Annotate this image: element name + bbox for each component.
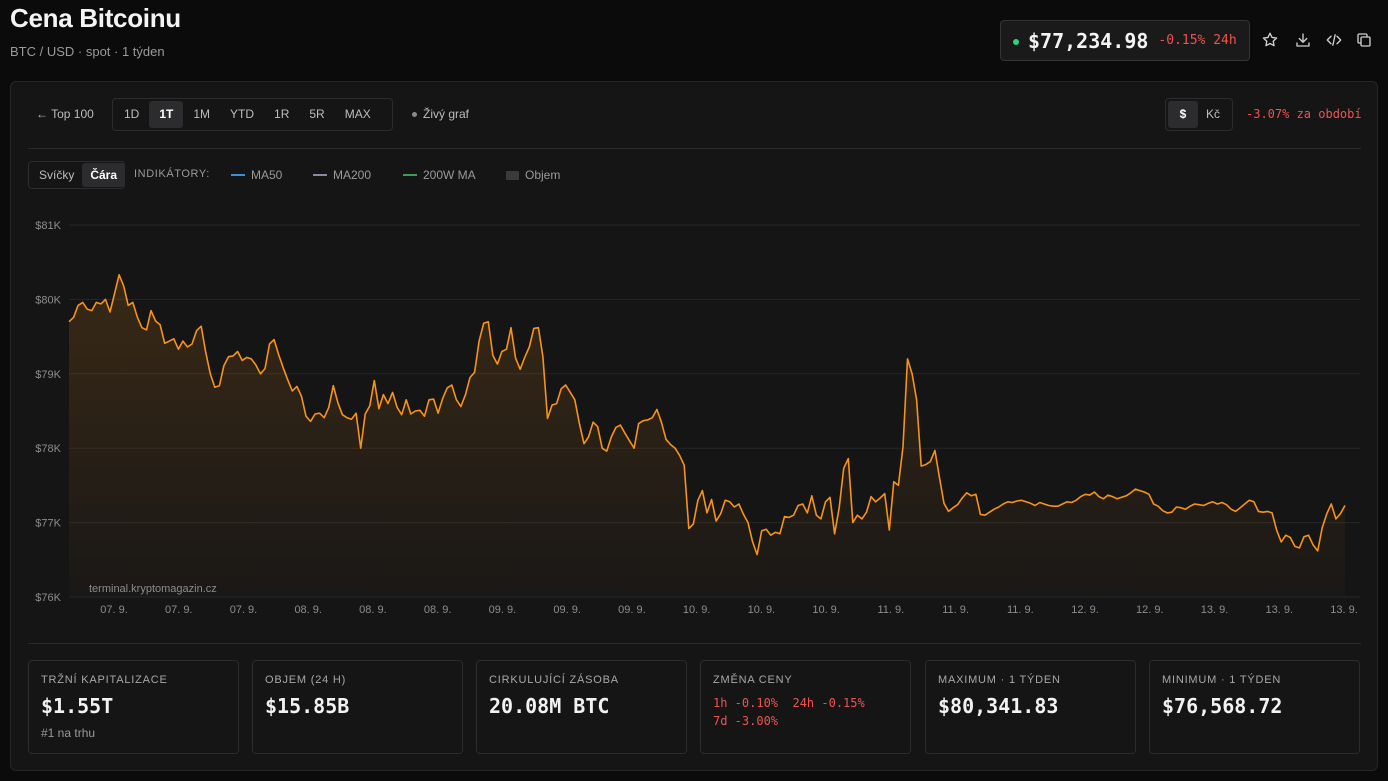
- back-to-top100-link[interactable]: ← Top 100: [36, 107, 94, 121]
- stat-label: MINIMUM · 1 TÝDEN: [1162, 674, 1282, 686]
- indicator-ma200-toggle[interactable]: MA200: [313, 168, 371, 182]
- stats-divider: [28, 643, 1361, 644]
- page-subtitle: BTC / USD · spot · 1 týden: [10, 44, 165, 59]
- stat-card-week-min: MINIMUM · 1 TÝDEN $76,568.72: [1149, 660, 1360, 754]
- stat-label: TRŽNÍ KAPITALIZACE: [41, 674, 168, 686]
- currency-selector: $ Kč: [1165, 98, 1233, 131]
- stat-card-supply: CIRKULUJÍCÍ ZÁSOBA 20.08M BTC: [476, 660, 687, 754]
- stat-value: $1.55T: [41, 694, 114, 718]
- indicator-volume-label: Objem: [525, 168, 561, 182]
- range-max-button[interactable]: MAX: [344, 107, 371, 121]
- y-tick-label: $80K: [35, 294, 61, 306]
- stat-label: OBJEM (24 H): [265, 674, 347, 686]
- x-tick-label: 11. 9.: [877, 604, 904, 616]
- y-tick-label: $78K: [35, 443, 61, 455]
- embed-code-icon[interactable]: [1325, 31, 1343, 49]
- x-tick-label: 10. 9.: [812, 604, 840, 616]
- range-5r-button[interactable]: 5R: [309, 107, 325, 121]
- x-tick-label: 13. 9.: [1265, 604, 1293, 616]
- chart-type-candles-button[interactable]: Svíčky: [39, 168, 75, 182]
- x-tick-label: 11. 9.: [942, 604, 969, 616]
- x-tick-label: 07. 9.: [230, 604, 258, 616]
- download-icon[interactable]: [1294, 31, 1312, 49]
- price-change-line-1: 1h -0.10% 24h -0.15%: [713, 696, 865, 710]
- stat-label: ZMĚNA CENY: [713, 674, 793, 686]
- y-tick-label: $77K: [35, 518, 61, 530]
- stat-card-week-max: MAXIMUM · 1 TÝDEN $80,341.83: [925, 660, 1136, 754]
- live-chart-toggle[interactable]: Živý graf: [412, 107, 469, 121]
- range-1r-button[interactable]: 1R: [274, 107, 290, 121]
- x-tick-label: 07. 9.: [165, 604, 193, 616]
- x-tick-label: 08. 9.: [359, 604, 387, 616]
- live-price-box: $77,234.98 -0.15% 24h: [1000, 20, 1250, 61]
- y-tick-label: $81K: [35, 220, 61, 232]
- stat-card-market-cap: TRŽNÍ KAPITALIZACE $1.55T #1 na trhu: [28, 660, 239, 754]
- indicator-200w-ma-label: 200W MA: [423, 168, 476, 182]
- x-tick-label: 13. 9.: [1201, 604, 1229, 616]
- price-line: [68, 274, 1346, 556]
- ma50-swatch-icon: [231, 174, 245, 176]
- ma200-swatch-icon: [313, 174, 327, 176]
- x-tick-label: 13. 9.: [1330, 604, 1358, 616]
- page-title: Cena Bitcoinu: [10, 3, 181, 33]
- stat-value: $80,341.83: [938, 694, 1059, 718]
- chart-type-selector: Svíčky Čára: [28, 161, 126, 189]
- stat-subtext: #1 na trhu: [41, 726, 96, 740]
- y-tick-label: $76K: [35, 592, 61, 604]
- x-tick-label: 10. 9.: [748, 604, 776, 616]
- range-1t-button[interactable]: 1T: [149, 101, 184, 128]
- indicator-200w-ma-toggle[interactable]: 200W MA: [403, 168, 476, 182]
- currency-czk-button[interactable]: Kč: [1205, 107, 1220, 121]
- chart-type-line-button[interactable]: Čára: [82, 163, 126, 187]
- chart-watermark: terminal.kryptomagazin.cz: [89, 583, 217, 595]
- volume-swatch-icon: [506, 170, 519, 180]
- stat-value: $76,568.72: [1162, 694, 1283, 718]
- indicator-ma200-label: MA200: [333, 168, 372, 182]
- current-price: $77,234.98: [1028, 28, 1149, 53]
- indicators-label: INDIKÁTORY:: [134, 168, 210, 180]
- price-change-24h: -0.15% 24h: [1158, 33, 1237, 48]
- live-chart-dot-icon: [412, 111, 417, 117]
- copy-icon[interactable]: [1355, 31, 1373, 49]
- star-icon[interactable]: [1261, 31, 1279, 49]
- x-tick-label: 09. 9.: [553, 604, 581, 616]
- stat-card-volume: OBJEM (24 H) $15.85B: [252, 660, 463, 754]
- indicator-volume-toggle[interactable]: Objem: [506, 168, 560, 182]
- indicator-ma50-toggle[interactable]: MA50: [231, 168, 282, 182]
- y-tick-label: $79K: [35, 369, 61, 381]
- toolbar-divider: [28, 148, 1361, 149]
- x-tick-label: 08. 9.: [294, 604, 322, 616]
- time-range-selector: 1D 1T 1M YTD 1R 5R MAX: [112, 98, 393, 131]
- x-tick-label: 09. 9.: [618, 604, 646, 616]
- x-tick-label: 12. 9.: [1136, 604, 1164, 616]
- stat-label: CIRKULUJÍCÍ ZÁSOBA: [489, 674, 619, 686]
- range-1d-button[interactable]: 1D: [124, 107, 140, 121]
- live-chart-label: Živý graf: [423, 107, 470, 121]
- currency-usd-button[interactable]: $: [1168, 101, 1198, 128]
- x-tick-label: 10. 9.: [683, 604, 711, 616]
- indicator-ma50-label: MA50: [251, 168, 283, 182]
- x-tick-label: 08. 9.: [424, 604, 452, 616]
- range-1m-button[interactable]: 1M: [193, 107, 211, 121]
- x-tick-label: 07. 9.: [100, 604, 128, 616]
- stat-card-price-change: ZMĚNA CENY 1h -0.10% 24h -0.15% 7d -3.00…: [700, 660, 911, 754]
- range-ytd-button[interactable]: YTD: [230, 107, 255, 121]
- 200w-ma-swatch-icon: [403, 174, 417, 176]
- live-indicator-icon: [1013, 39, 1019, 45]
- x-tick-label: 12. 9.: [1071, 604, 1099, 616]
- x-tick-label: 09. 9.: [489, 604, 517, 616]
- stat-value: $15.85B: [265, 694, 350, 718]
- period-change: -3.07% za období: [1246, 107, 1362, 121]
- stat-value: 20.08M BTC: [489, 694, 610, 718]
- stat-label: MAXIMUM · 1 TÝDEN: [938, 674, 1061, 686]
- price-area-fill: [69, 274, 1345, 597]
- price-change-line-2: 7d -3.00%: [713, 714, 779, 728]
- x-tick-label: 11. 9.: [1007, 604, 1034, 616]
